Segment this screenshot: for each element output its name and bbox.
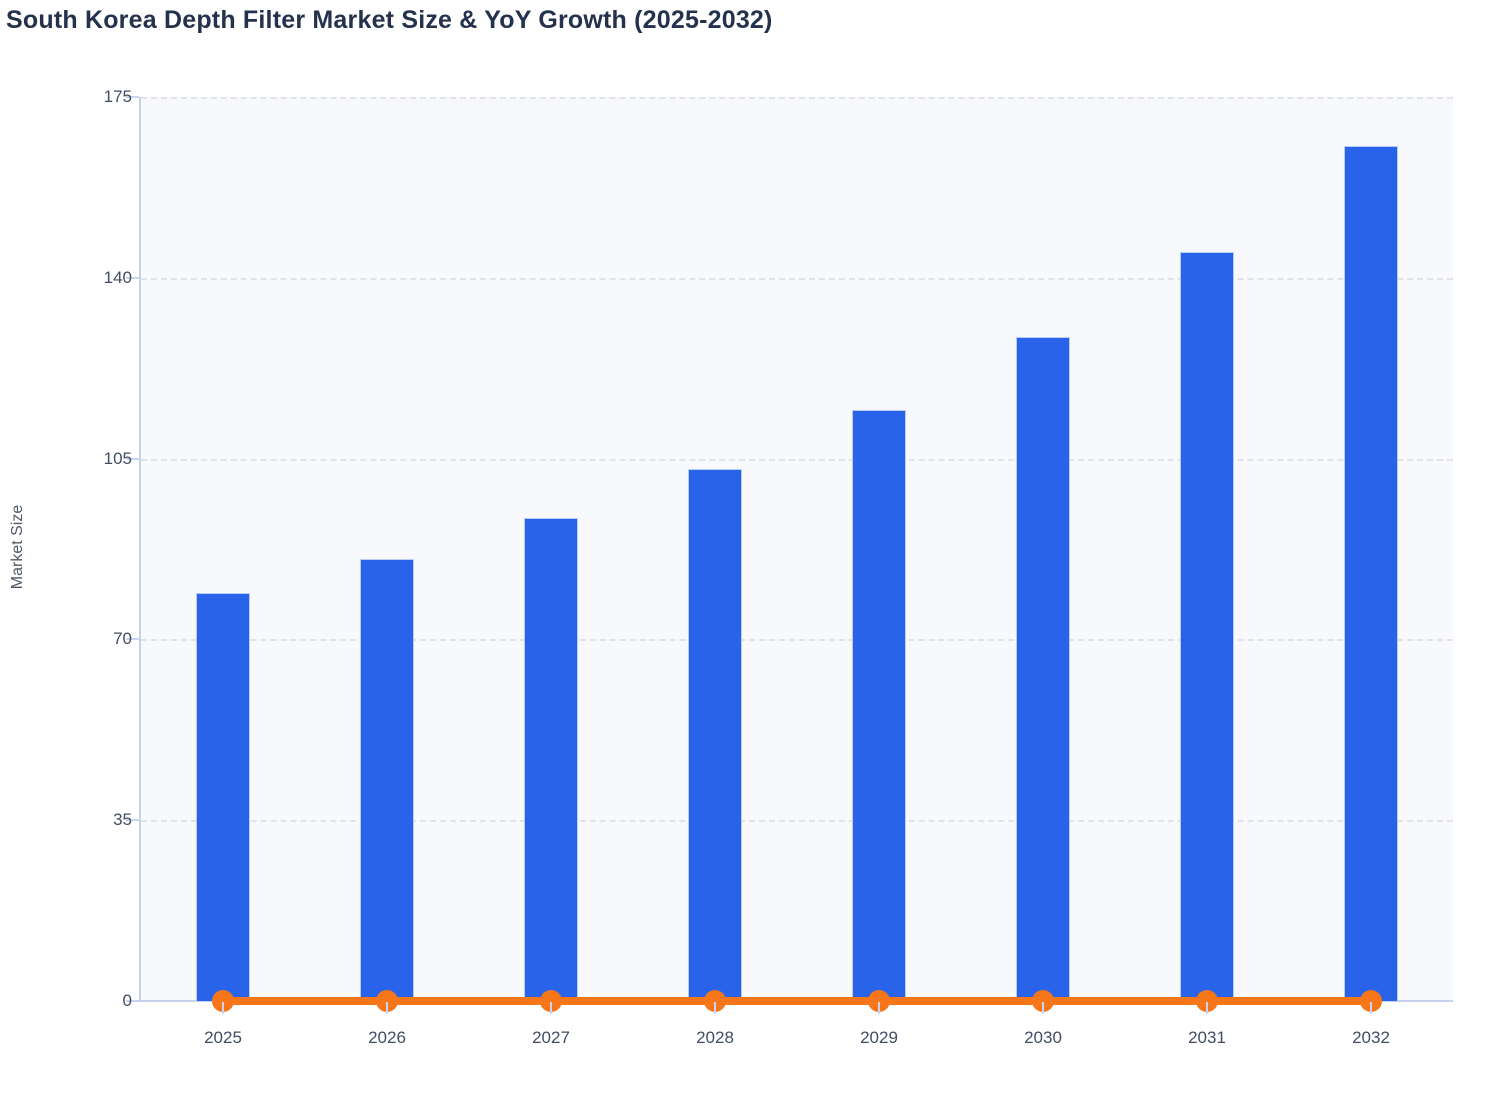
yoy-marker-2028[interactable]: [704, 990, 726, 1012]
x-tick-label-2028: 2028: [696, 1028, 734, 1047]
bar-2026[interactable]: [360, 559, 414, 1001]
chart-title: South Korea Depth Filter Market Size & Y…: [6, 6, 773, 34]
bar-2027[interactable]: [524, 518, 578, 1001]
yoy-marker-2032[interactable]: [1360, 990, 1382, 1012]
yoy-marker-2027[interactable]: [540, 990, 562, 1012]
yoy-marker-2026[interactable]: [376, 990, 398, 1012]
bar-2030[interactable]: [1016, 337, 1070, 1001]
x-tick-mark: [1042, 1002, 1044, 1014]
bar-2025[interactable]: [196, 592, 250, 1001]
y-tick-label-0: 0: [122, 991, 132, 1010]
y-axis-line: [139, 97, 141, 1002]
x-tick-mark: [1370, 1002, 1372, 1014]
bar-2031[interactable]: [1180, 251, 1234, 1001]
y-tick-mark: [126, 276, 139, 279]
bar-2029[interactable]: [852, 409, 906, 1001]
gridline-70: [141, 639, 1453, 642]
yoy-marker-2030[interactable]: [1032, 990, 1054, 1012]
gridline-35: [141, 820, 1453, 823]
x-tick-label-2032: 2032: [1352, 1028, 1390, 1047]
y-tick-mark: [126, 457, 139, 460]
bar-2032[interactable]: [1344, 146, 1398, 1001]
y-tick-label-140: 140: [103, 267, 132, 287]
gridline-175: [141, 97, 1453, 99]
bar-2028[interactable]: [688, 468, 742, 1001]
yoy-marker-2031[interactable]: [1196, 990, 1218, 1012]
y-tick-label-70: 70: [113, 629, 132, 649]
plot-area: [139, 97, 1453, 1012]
y-tick-mark: [126, 638, 139, 641]
yoy-growth-line-layer: [212, 990, 1382, 1012]
y-axis-title: Market Size: [9, 504, 26, 590]
gridline-105: [141, 458, 1453, 461]
y-tick-label-175: 175: [103, 87, 132, 106]
x-tick-label-2031: 2031: [1188, 1028, 1226, 1047]
x-tick-mark: [714, 1002, 716, 1014]
x-tick-mark: [386, 1002, 388, 1014]
y-tick-mark: [126, 1000, 139, 1002]
x-tick-label-2025: 2025: [204, 1028, 242, 1047]
plot-background: [141, 97, 1453, 1001]
y-tick-mark: [126, 96, 139, 98]
y-tick-label-105: 105: [103, 448, 132, 468]
x-tick-label-2027: 2027: [532, 1028, 570, 1047]
y-tick-label-35: 35: [113, 810, 132, 830]
yoy-marker-2029[interactable]: [868, 990, 890, 1012]
x-tick-mark: [878, 1002, 880, 1014]
x-tick-mark: [1206, 1002, 1208, 1014]
gridline-140: [141, 277, 1453, 280]
y-tick-mark: [126, 819, 139, 822]
x-tick-label-2029: 2029: [860, 1028, 898, 1047]
x-tick-label-2030: 2030: [1024, 1028, 1062, 1047]
x-tick-mark: [550, 1002, 552, 1014]
x-tick-label-2026: 2026: [368, 1028, 406, 1047]
x-tick-mark: [222, 1002, 224, 1014]
yoy-marker-2025[interactable]: [212, 990, 234, 1012]
